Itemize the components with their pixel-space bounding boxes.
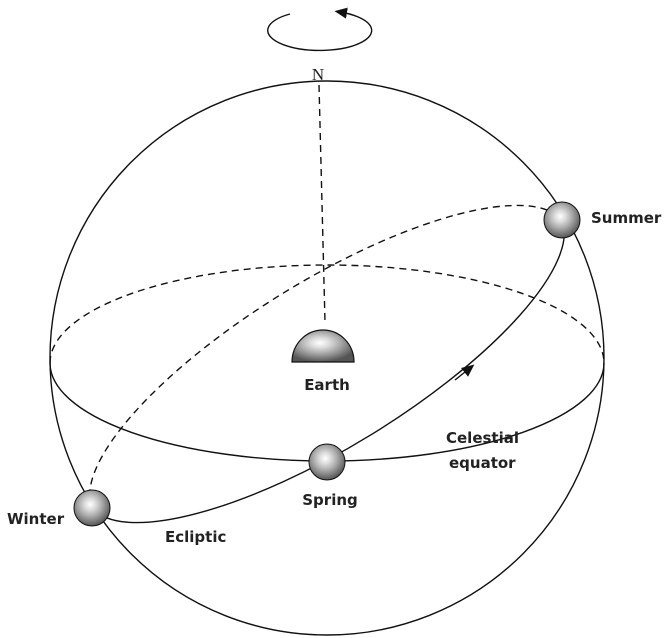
summer-position [544,202,580,238]
celestial-equator-label-line1: Celestial [446,429,519,447]
summer-label: Summer [591,209,662,227]
earth-label: Earth [304,376,350,394]
earth-hemisphere [292,330,354,362]
celestial-equator-label-line2: equator [449,454,516,472]
winter-position [74,490,110,526]
north-label: N [312,65,324,84]
polar-axis [319,85,325,322]
ecliptic-label: Ecliptic [165,528,226,546]
winter-label: Winter [7,510,65,528]
spring-label: Spring [302,491,358,509]
celestial-sphere-diagram: N Earth Summer Winter Spring Ecliptic Ce… [0,0,665,638]
spring-position [309,444,345,480]
rotation-arrow [268,12,372,50]
